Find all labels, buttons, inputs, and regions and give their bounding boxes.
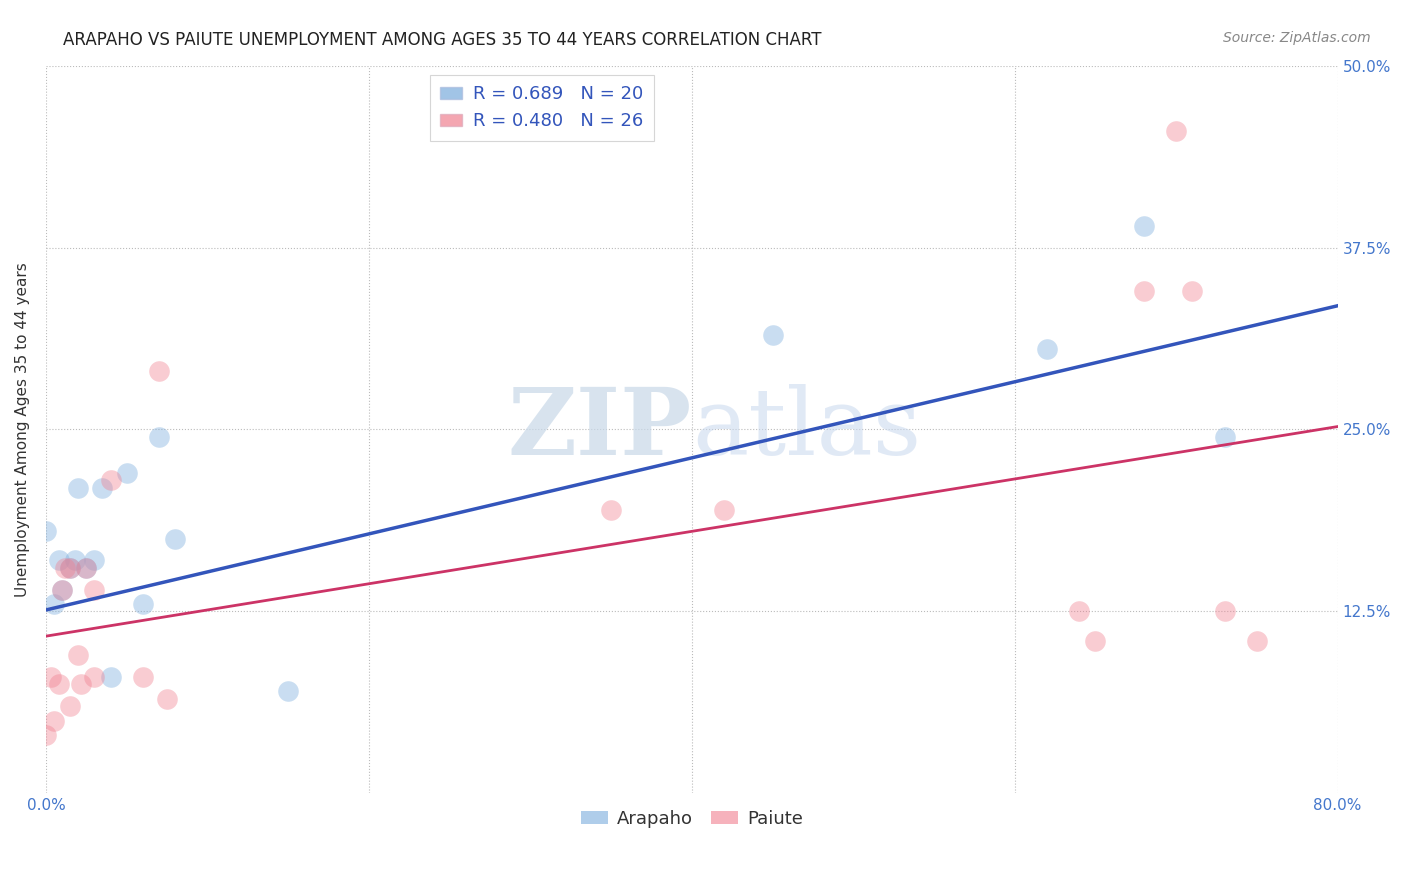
Point [51,582,73,597]
Legend: Arapaho, Paiute: Arapaho, Paiute [574,803,810,835]
Text: Source: ZipAtlas.com: Source: ZipAtlas.com [1223,31,1371,45]
Point [115,466,138,480]
Point [1246,633,1268,648]
Point [75,560,97,574]
Point [48,553,70,567]
Point [67,481,90,495]
Point [100,670,122,684]
Point [39,670,62,684]
Point [35,524,58,539]
Point [59,699,82,714]
Text: ZIP: ZIP [508,384,692,475]
Point [165,532,187,546]
Point [148,430,170,444]
Point [70,677,93,691]
Point [51,582,73,597]
Point [1069,604,1091,618]
Point [48,677,70,691]
Point [1084,633,1107,648]
Point [53,560,76,574]
Point [42,597,65,611]
Point [35,728,58,742]
Text: atlas: atlas [692,384,921,475]
Point [75,560,97,574]
Point [1181,284,1204,298]
Point [132,597,155,611]
Point [1133,219,1156,233]
Point [83,670,105,684]
Point [761,327,783,342]
Point [713,502,735,516]
Point [132,670,155,684]
Point [83,582,105,597]
Point [1213,430,1236,444]
Point [67,648,90,662]
Point [100,474,122,488]
Point [148,364,170,378]
Point [1133,284,1156,298]
Point [59,560,82,574]
Point [156,691,179,706]
Point [277,684,299,698]
Text: ARAPAHO VS PAIUTE UNEMPLOYMENT AMONG AGES 35 TO 44 YEARS CORRELATION CHART: ARAPAHO VS PAIUTE UNEMPLOYMENT AMONG AGE… [63,31,821,49]
Point [59,560,82,574]
Point [83,553,105,567]
Point [91,481,114,495]
Point [42,714,65,728]
Point [1166,124,1188,138]
Point [600,502,623,516]
Y-axis label: Unemployment Among Ages 35 to 44 years: Unemployment Among Ages 35 to 44 years [15,262,30,597]
Point [63,553,86,567]
Point [1036,343,1059,357]
Point [1213,604,1236,618]
